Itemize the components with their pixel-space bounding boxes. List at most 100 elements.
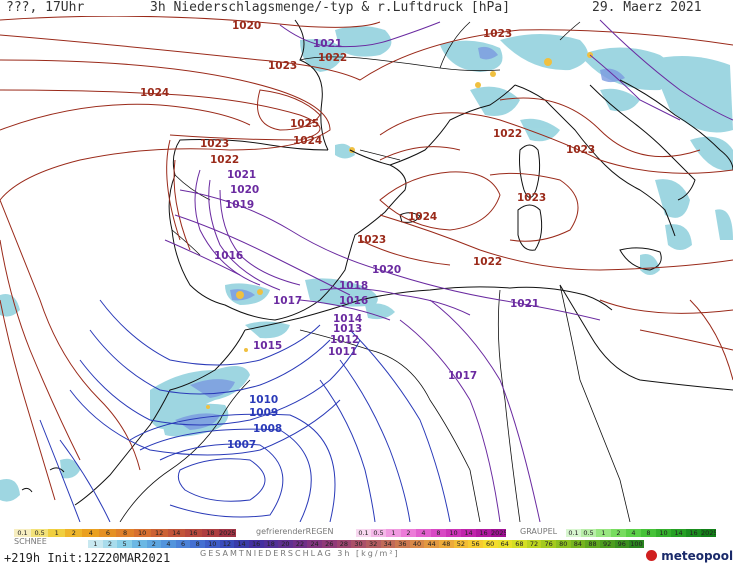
coast-france-west bbox=[294, 19, 329, 151]
logo-icon bbox=[646, 550, 657, 561]
legend-freezing-swatch: 10 bbox=[446, 529, 461, 537]
legend-rain-swatch: 64 bbox=[497, 540, 513, 548]
legend-graupel-swatch: 2025+ bbox=[701, 529, 716, 537]
legend-rain-swatch: 28 bbox=[336, 540, 352, 548]
isobar-label: 1021 bbox=[227, 169, 256, 181]
legend-rain-swatch: 10 bbox=[205, 540, 220, 548]
legend-rain-swatch: 56 bbox=[468, 540, 483, 548]
isobar-label: 1014 bbox=[333, 313, 362, 325]
legend-snow-swatch: 14 bbox=[167, 529, 185, 537]
isobar-label: 1022 bbox=[318, 52, 347, 64]
isobar-label: 1020 bbox=[232, 20, 261, 32]
legend-rain-swatch: 14 bbox=[234, 540, 249, 548]
legend-rain-swatch: 4 bbox=[161, 540, 176, 548]
legend-rain-swatch: 84 bbox=[570, 540, 586, 548]
legend-rain-swatch: 26 bbox=[322, 540, 337, 548]
legend-graupel-swatch: 0.1 bbox=[566, 529, 581, 537]
legend-rain-swatch: 30 bbox=[351, 540, 366, 548]
meteopool-logo[interactable]: meteopool.org bbox=[646, 549, 733, 563]
coast-corsica bbox=[519, 144, 541, 198]
header-bar: ???, 17Uhr 3h Niederschlagsmenge/-typ & … bbox=[0, 0, 733, 16]
coast-adriatic bbox=[619, 79, 733, 171]
legend-rain-swatch: 72 bbox=[526, 540, 542, 548]
isobar-label: 1022 bbox=[473, 256, 502, 268]
coast-sardinia bbox=[517, 204, 543, 251]
isobars-red bbox=[0, 15, 733, 501]
isobar-label: 1021 bbox=[510, 298, 539, 310]
coast-gulf-lion bbox=[389, 84, 516, 166]
legend-rain-swatch: 92 bbox=[599, 540, 615, 548]
isobar-label: 1007 bbox=[227, 439, 256, 451]
legend-graupel-swatch: 2 bbox=[611, 529, 626, 537]
isobar-label: 1023 bbox=[357, 234, 386, 246]
legend-snow-swatch: 8 bbox=[116, 529, 134, 537]
legend-graupel-swatch: 14 bbox=[671, 529, 686, 537]
legend-rain-swatch: 16 bbox=[248, 540, 264, 548]
isobar-label: 1023 bbox=[566, 144, 595, 156]
isobar-label: 1023 bbox=[268, 60, 297, 72]
header-date: 29. Maerz 2021 bbox=[592, 0, 702, 15]
legend-graupel-swatch: 0.5 bbox=[581, 529, 596, 537]
legend-snow-swatch: 0.1 bbox=[14, 529, 32, 537]
isobar-labels-purple: 1021 1021 1020 1019 1016 1018 1020 1017 … bbox=[214, 38, 539, 382]
map-svg: 1020 1023 1022 1023 1024 1025 1024 1023 … bbox=[0, 15, 733, 523]
header-title: 3h Niederschlagsmenge/-typ & r.Luftdruck… bbox=[150, 0, 511, 15]
legend-rain-swatch: 44 bbox=[424, 540, 439, 548]
legend-rain-swatch: 8 bbox=[190, 540, 205, 548]
isobar-label: 1016 bbox=[214, 250, 243, 262]
legend-rain-swatch: 5 bbox=[117, 540, 132, 548]
legend-freezing-swatch: 14 bbox=[461, 529, 476, 537]
precipitation-snow bbox=[206, 52, 593, 409]
logo-text: meteopool.org bbox=[661, 549, 733, 563]
isobar-label: 1020 bbox=[372, 264, 401, 276]
isobar-label: 1015 bbox=[253, 340, 282, 352]
isobar-label: 1022 bbox=[493, 128, 522, 140]
legend-snow-swatch: 2 bbox=[65, 529, 83, 537]
isobar-label: 1020 bbox=[230, 184, 259, 196]
coast-north-africa bbox=[244, 286, 613, 331]
isobar-label: 1019 bbox=[225, 199, 254, 211]
isobar-label: 1022 bbox=[210, 154, 239, 166]
legend-rain-swatch: 18 bbox=[263, 540, 279, 548]
legend-graupel-swatch: 1 bbox=[596, 529, 611, 537]
coast-balearics bbox=[399, 212, 421, 223]
legend-rain-swatch: 1 bbox=[88, 540, 103, 548]
legend-snow-swatch: 18 bbox=[201, 529, 219, 537]
legend-graupel-swatch: 16 bbox=[686, 529, 701, 537]
coast-canaries bbox=[21, 467, 65, 493]
legend-snow-swatch: 0.5 bbox=[31, 529, 49, 537]
header-time: ???, 17Uhr bbox=[6, 0, 85, 15]
legend-rain-swatch: 40 bbox=[409, 540, 425, 548]
isobar-label: 1023 bbox=[200, 138, 229, 150]
legend-freezing-swatch: 0.5 bbox=[371, 529, 386, 537]
legend-rain-swatch: 22 bbox=[292, 540, 308, 548]
legend-freezing-swatch: 0.1 bbox=[356, 529, 371, 537]
isobar-label: 1023 bbox=[517, 192, 546, 204]
legend-rain-swatch: 6 bbox=[175, 540, 191, 548]
legend-freezing-swatch: 4 bbox=[416, 529, 431, 537]
legend-total-label: GESAMTNIEDERSCHLAG 3h [kg/m²] bbox=[200, 549, 400, 558]
isobar-label: 1016 bbox=[339, 295, 368, 307]
legend-freezing-swatch: 2025+ bbox=[491, 529, 506, 537]
legend-rain-swatch: 36 bbox=[395, 540, 410, 548]
legend-graupel-swatch: 4 bbox=[626, 529, 641, 537]
legend-rain-swatch: 2 bbox=[146, 540, 162, 548]
isobar-label: 1011 bbox=[328, 346, 357, 358]
legend-rain-swatch: 48 bbox=[439, 540, 454, 548]
legend-rain-swatch: 20 bbox=[278, 540, 293, 548]
isobar-label: 1023 bbox=[483, 28, 512, 40]
legend-rain-swatch: 88 bbox=[585, 540, 600, 548]
legend-freezing-swatch: 8 bbox=[431, 529, 446, 537]
legend-snow-swatch: 12 bbox=[150, 529, 168, 537]
isobar-label: 1018 bbox=[339, 280, 368, 292]
coast-sicily bbox=[619, 247, 662, 271]
legend-freezing-swatch: 2 bbox=[401, 529, 416, 537]
coast-iberia bbox=[168, 139, 407, 321]
legend-rain-swatch: 32 bbox=[365, 540, 381, 548]
isobars-purple bbox=[164, 19, 733, 523]
